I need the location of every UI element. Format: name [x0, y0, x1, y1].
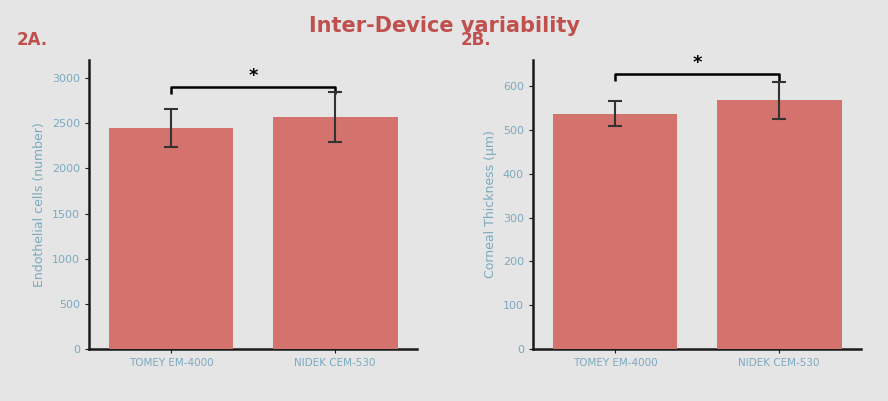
- Text: *: *: [249, 67, 258, 85]
- Y-axis label: Corneal Thickness (μm): Corneal Thickness (μm): [484, 131, 497, 278]
- Text: *: *: [693, 55, 702, 73]
- Bar: [717, 100, 842, 349]
- Bar: [552, 113, 678, 349]
- Y-axis label: Endothelial cells (number): Endothelial cells (number): [33, 122, 46, 287]
- Text: 2A.: 2A.: [17, 30, 48, 49]
- Text: Inter-Device variability: Inter-Device variability: [308, 16, 580, 36]
- Text: 2B.: 2B.: [461, 30, 491, 49]
- Bar: [273, 117, 398, 349]
- Bar: [108, 128, 234, 349]
